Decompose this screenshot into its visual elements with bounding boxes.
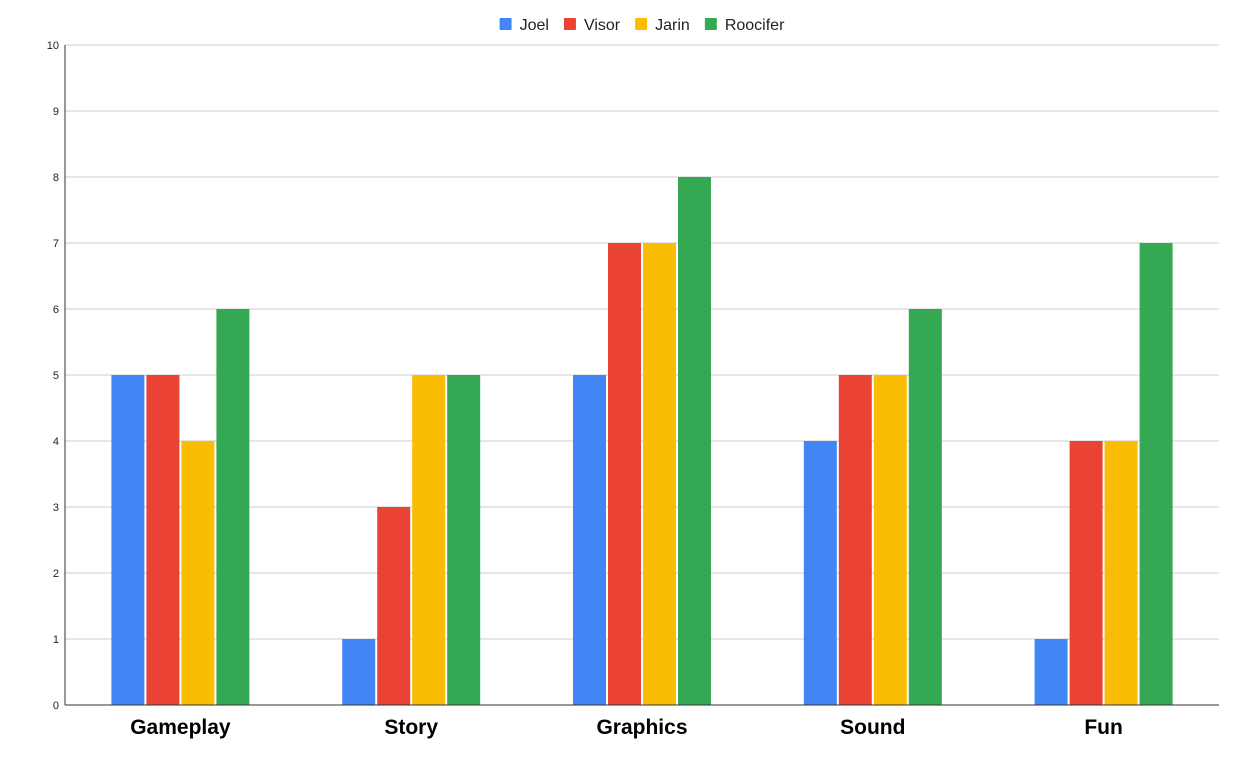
bar-visor-fun — [1069, 441, 1103, 705]
bar-roocifer-sound — [908, 309, 942, 705]
y-tick-label: 10 — [47, 40, 59, 52]
y-tick-label: 9 — [53, 106, 59, 118]
legend-item-roocifer: Roocifer — [704, 17, 785, 34]
y-tick-label: 6 — [53, 304, 59, 316]
legend-item-joel: Joel — [499, 17, 549, 34]
bar-visor-gameplay — [146, 375, 180, 705]
legend-swatch — [635, 18, 648, 30]
bar-joel-graphics — [573, 375, 606, 705]
legend-item-jarin: Jarin — [635, 17, 690, 34]
y-tick-label: 7 — [53, 238, 59, 250]
bar-roocifer-fun — [1139, 243, 1173, 705]
x-tick-label: Sound — [840, 716, 905, 739]
legend-label: Roocifer — [725, 17, 785, 34]
legend-swatch — [499, 18, 512, 30]
bar-jarin-gameplay — [181, 441, 215, 705]
y-tick-label: 2 — [53, 568, 59, 580]
x-tick-label: Gameplay — [130, 716, 231, 739]
legend-item-visor: Visor — [563, 17, 621, 34]
bar-jarin-graphics — [643, 243, 676, 705]
bar-visor-sound — [838, 375, 872, 705]
y-tick-label: 1 — [53, 634, 59, 646]
legend: Joel Visor Jarin Roocifer — [499, 17, 785, 34]
gridlines — [65, 44, 1219, 640]
x-tick-label: Story — [384, 716, 438, 739]
bar-roocifer-graphics — [678, 177, 711, 705]
bar-roocifer-gameplay — [216, 309, 250, 705]
bar-jarin-fun — [1104, 441, 1138, 705]
legend-label: Joel — [520, 17, 549, 34]
legend-label: Visor — [584, 17, 621, 34]
legend-label: Jarin — [655, 17, 690, 34]
x-tick-label: Graphics — [596, 716, 687, 739]
bar-joel-fun — [1034, 639, 1068, 705]
y-tick-label: 8 — [53, 172, 59, 184]
bar-jarin-story — [412, 375, 446, 705]
bar-jarin-sound — [873, 375, 907, 705]
y-tick-label: 4 — [53, 436, 59, 448]
bar-visor-graphics — [608, 243, 641, 705]
y-tick-label: 5 — [53, 370, 59, 382]
bar-roocifer-story — [447, 375, 481, 705]
bar-joel-sound — [803, 441, 837, 705]
bar-joel-story — [342, 639, 376, 705]
legend-swatch — [704, 18, 717, 30]
x-tick-label: Fun — [1084, 716, 1122, 739]
legend-swatch — [563, 18, 576, 30]
y-axis-ticks: 0 1 2 3 4 5 6 7 8 9 10 — [47, 40, 59, 712]
bar-visor-story — [377, 507, 411, 705]
y-tick-label: 0 — [53, 700, 59, 712]
bar-joel-gameplay — [111, 375, 145, 705]
bars — [111, 177, 1173, 705]
x-axis-ticks: Gameplay Story Graphics Sound Fun — [130, 716, 1123, 739]
y-tick-label: 3 — [53, 502, 59, 514]
